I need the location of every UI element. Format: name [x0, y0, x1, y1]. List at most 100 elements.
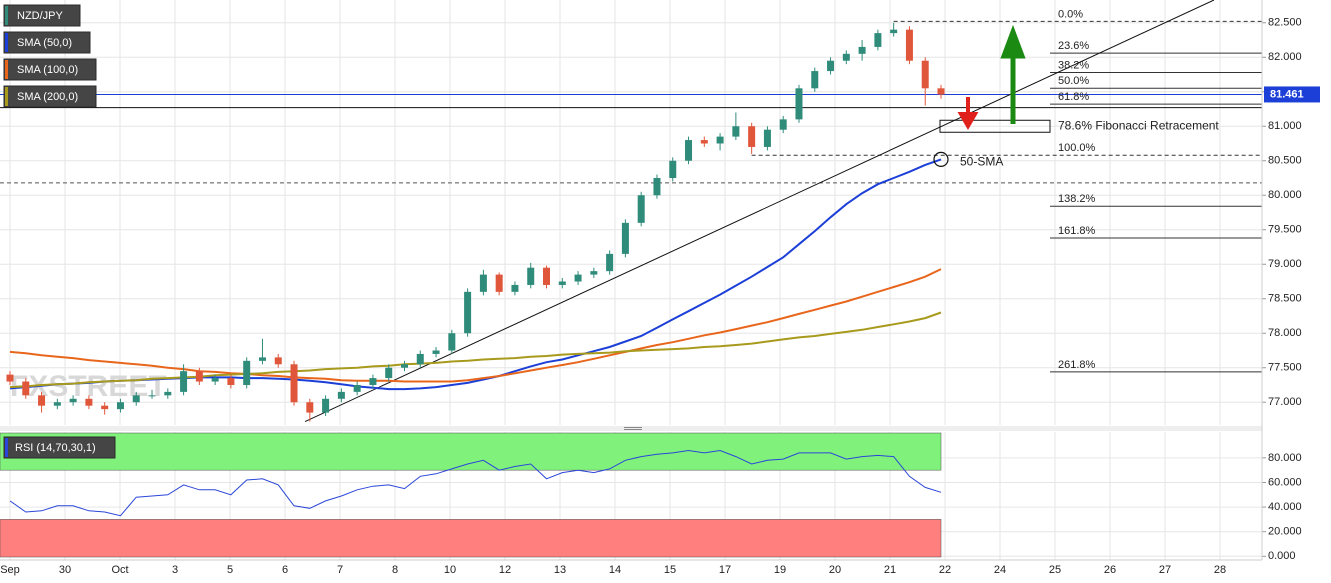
candle-body [274, 357, 282, 365]
x-tick-label: 21 [884, 564, 896, 576]
sma-note: 50-SMA [960, 155, 1003, 169]
candle-body [811, 71, 819, 89]
candle-body [763, 129, 771, 147]
candle-body [937, 88, 945, 95]
y-tick-label: 0.000 [1268, 550, 1296, 562]
candle-body [290, 364, 298, 403]
x-tick-label: 12 [499, 564, 511, 576]
candle-body [400, 364, 408, 368]
x-tick-label: 20 [829, 564, 841, 576]
candle-body [148, 395, 156, 397]
y-tick-label: 79.000 [1268, 258, 1302, 270]
x-tick-label: 5 [227, 564, 233, 576]
candle-body [621, 222, 629, 254]
candle-body [101, 405, 109, 410]
candle-body [637, 195, 645, 223]
y-tick-label: 80.000 [1268, 189, 1302, 201]
plot-layer: 0.0%23.6%38.2%50.0%61.8%78.6% Fibonacci … [0, 0, 1262, 558]
y-tick-label: 80.000 [1268, 452, 1302, 464]
candle-body [53, 402, 61, 406]
legend-swatch [5, 33, 8, 52]
candle-body [858, 46, 866, 54]
candle-body [590, 271, 598, 275]
fib-label: 23.6% [1058, 40, 1089, 52]
x-tick-label: 15 [664, 564, 676, 576]
legend-swatch [5, 6, 8, 25]
trendline [304, 0, 1215, 423]
candle-body [779, 119, 787, 130]
x-tick-label: 22 [939, 564, 951, 576]
x-tick-label: 30 [59, 564, 71, 576]
last-price-label: 81.461 [1270, 88, 1304, 100]
candle-body [337, 391, 345, 399]
candle-body [874, 33, 882, 47]
y-tick-label: 79.500 [1268, 224, 1302, 236]
x-tick-label: 14 [609, 564, 621, 576]
candle-body [69, 398, 77, 403]
candle-body [306, 402, 314, 413]
candle-body [6, 374, 14, 382]
x-tick-label: 7 [337, 564, 343, 576]
fib-label: 78.6% Fibonacci Retracement [1058, 118, 1219, 132]
candle-body [464, 291, 472, 334]
legend-box [3, 58, 97, 81]
x-tick-label: 13 [554, 564, 566, 576]
candle-body [700, 140, 708, 144]
legend-label: SMA (200,0) [17, 91, 78, 103]
fib-label: 138.2% [1058, 193, 1096, 205]
candle-body [211, 378, 219, 382]
legend-label: RSI (14,70,30,1) [15, 442, 96, 454]
x-tick-label: 25 [1049, 564, 1061, 576]
fib-label: 161.8% [1058, 225, 1096, 237]
fib-label: 261.8% [1058, 359, 1096, 371]
candle-body [905, 29, 913, 61]
candle-body [22, 381, 30, 396]
panel-separator [0, 426, 1262, 431]
x-tick-label: Oct [111, 564, 128, 576]
candle-body [195, 371, 203, 382]
grid-layer: 77.00077.50078.00078.50079.00079.50080.0… [0, 0, 1302, 576]
candle-body [795, 88, 803, 120]
sma-line [9, 268, 942, 383]
overbought-zone [0, 432, 942, 471]
fib-box [939, 119, 1051, 133]
oversold-zone [0, 519, 942, 558]
candle-body [385, 367, 393, 379]
legend-box [3, 85, 97, 108]
candle-body [653, 178, 661, 196]
legend-swatch [5, 438, 8, 457]
candle-body [827, 60, 835, 72]
candle-body [669, 160, 677, 179]
candle-body [38, 395, 46, 406]
candle-body [227, 378, 235, 385]
y-tick-label: 77.500 [1268, 362, 1302, 374]
y-tick-label: 81.000 [1268, 120, 1302, 132]
y-tick-label: 60.000 [1268, 476, 1302, 488]
x-tick-label: 17 [719, 564, 731, 576]
candle-body [574, 274, 582, 282]
candle-body [243, 360, 251, 385]
y-tick-label: 78.000 [1268, 327, 1302, 339]
last-price-box [1264, 86, 1320, 103]
candle-body [85, 398, 93, 406]
candle-body [132, 395, 140, 403]
candle-body [369, 378, 377, 385]
y-tick-label: 80.500 [1268, 155, 1302, 167]
x-tick-label: 8 [392, 564, 398, 576]
y-tick-label: 40.000 [1268, 501, 1302, 513]
fib-label: 100.0% [1058, 142, 1096, 154]
fib-label: 61.8% [1058, 91, 1089, 103]
candle-body [543, 267, 551, 285]
candle-body [716, 136, 724, 144]
y-tick-label: 82.500 [1268, 17, 1302, 29]
candle-body [748, 126, 756, 147]
candle-body [353, 384, 361, 392]
y-tick-label: 77.000 [1268, 396, 1302, 408]
candle-body [448, 333, 456, 351]
annotation-layer: 50-SMA 81.461 NZD/JPY SMA (50,0) SMA (100,0)… [3, 4, 1320, 459]
y-tick-label: 20.000 [1268, 526, 1302, 538]
x-tick-label: 10 [444, 564, 456, 576]
x-tick-label: 27 [1159, 564, 1171, 576]
candle-body [258, 357, 266, 361]
